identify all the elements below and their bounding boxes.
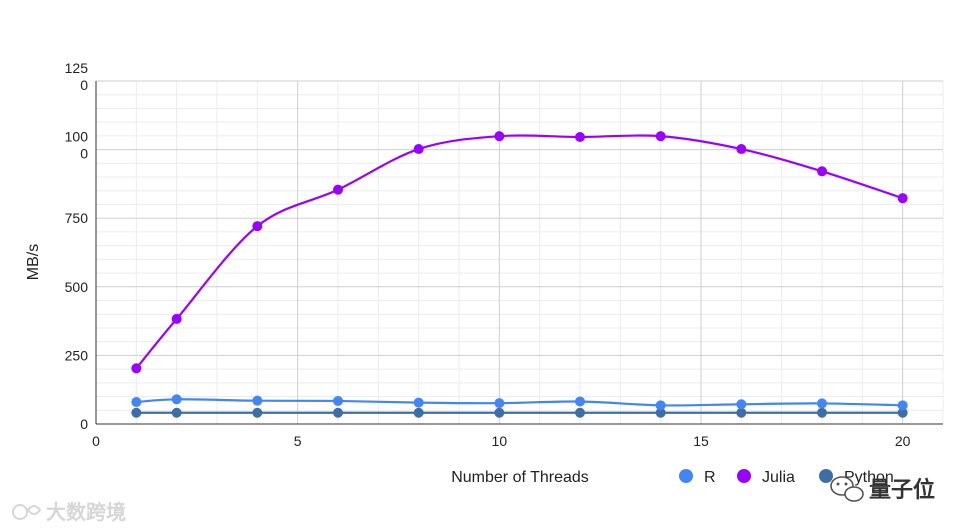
data-point-julia — [413, 144, 424, 155]
watermark-right-text: 量子位 — [869, 477, 935, 503]
watermark-left-icon — [12, 504, 28, 520]
y-tick-label: 750 — [65, 210, 89, 226]
data-point-r — [897, 400, 908, 411]
minor-gridlines — [96, 81, 944, 424]
x-tick-label: 5 — [294, 433, 302, 449]
data-point-r — [817, 398, 827, 409]
data-point-r — [252, 395, 263, 406]
legend-marker-julia — [737, 469, 751, 483]
data-point-python — [655, 407, 666, 418]
x-tick-label: 20 — [895, 433, 911, 449]
data-point-julia — [252, 221, 263, 232]
x-axis-tick-labels: 0 5 10 15 20 — [92, 433, 911, 449]
data-point-r — [171, 394, 182, 405]
data-point-julia — [736, 144, 747, 155]
x-tick-label: 10 — [492, 433, 508, 449]
data-point-r — [575, 396, 585, 407]
y-tick-label: 0 — [80, 146, 88, 162]
data-point-julia — [575, 131, 585, 142]
data-point-julia — [333, 184, 343, 195]
data-point-r — [736, 399, 747, 410]
series-points — [131, 131, 908, 418]
y-tick-label: 0 — [80, 77, 88, 93]
data-point-julia — [817, 166, 827, 177]
data-point-r — [655, 400, 666, 411]
y-axis-title: MB/s — [25, 244, 42, 280]
data-point-r — [494, 398, 505, 409]
y-tick-label: 250 — [65, 347, 89, 363]
legend-marker-r — [679, 469, 693, 483]
data-point-r — [413, 397, 424, 408]
data-point-python — [494, 407, 505, 418]
y-tick-label: 100 — [65, 129, 89, 145]
legend-label-r: R — [704, 469, 716, 486]
y-tick-label: 125 — [65, 60, 89, 76]
y-tick-label: 0 — [80, 416, 88, 432]
data-point-julia — [897, 193, 908, 204]
watermark-right: 量子位 — [830, 476, 935, 503]
data-point-julia — [655, 131, 666, 142]
legend-label-julia: Julia — [762, 469, 795, 486]
watermark-left: 大数跨境 — [12, 500, 126, 524]
data-point-python — [817, 407, 827, 418]
major-gridlines — [96, 80, 943, 424]
y-tick-label: 500 — [65, 279, 89, 295]
data-point-r — [333, 395, 343, 406]
legend-label-python: Python — [844, 469, 894, 486]
legend-marker-python — [819, 469, 833, 483]
data-point-python — [897, 407, 908, 418]
series-line-r — [136, 398, 903, 407]
x-axis-title: Number of Threads — [451, 469, 589, 486]
axes — [95, 81, 943, 425]
data-point-python — [333, 407, 343, 418]
wechat-icon — [830, 476, 864, 502]
data-point-python — [252, 407, 263, 418]
data-point-julia — [494, 131, 505, 142]
data-point-python — [413, 407, 424, 418]
x-tick-label: 0 — [92, 433, 100, 449]
legend: R Julia Python — [679, 469, 894, 486]
watermark-left-text: 大数跨境 — [46, 500, 126, 524]
data-point-julia — [171, 313, 182, 324]
data-point-python — [736, 407, 747, 418]
data-point-julia — [131, 363, 142, 374]
x-tick-label: 15 — [693, 433, 709, 449]
data-point-python — [131, 407, 142, 418]
data-point-python — [171, 407, 182, 418]
data-point-python — [575, 407, 585, 418]
data-point-r — [131, 397, 142, 408]
series-line-julia — [135, 134, 904, 369]
